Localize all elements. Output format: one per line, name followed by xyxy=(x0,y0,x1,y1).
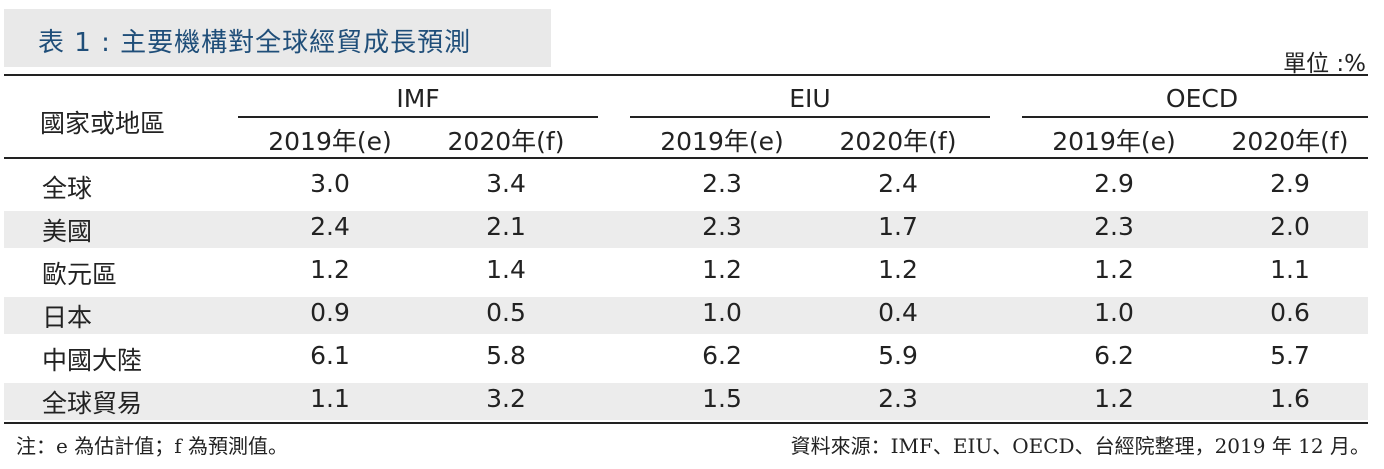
table-cell: 3.4 xyxy=(486,169,526,198)
row-label: 全球 xyxy=(42,174,93,203)
subcol-header: 2020年(f) xyxy=(1231,127,1349,156)
table-cell: 1.4 xyxy=(486,255,526,284)
table-title: 表 1 : 主要機構對全球經貿成長預測 xyxy=(38,28,472,58)
row-header-label: 國家或地區 xyxy=(40,109,166,138)
title-box xyxy=(4,9,551,67)
source-note: 資料來源：IMF、EIU、OECD、台經院整理，2019 年 12 月。 xyxy=(790,434,1370,458)
subcol-header: 2020年(f) xyxy=(839,127,957,156)
table-cell: 2.4 xyxy=(878,169,918,198)
table-cell: 2.9 xyxy=(1270,169,1310,198)
table-cell: 1.1 xyxy=(1270,255,1310,284)
table-cell: 2.9 xyxy=(1094,169,1134,198)
group-header-oecd: OECD xyxy=(1165,84,1239,113)
table-cell: 5.8 xyxy=(486,341,526,370)
table-cell: 0.5 xyxy=(486,298,526,327)
table-cell: 1.0 xyxy=(1094,298,1134,327)
table-cell: 1.2 xyxy=(702,255,742,284)
table-cell: 1.2 xyxy=(310,255,350,284)
table-cell: 0.9 xyxy=(310,298,350,327)
table-cell: 1.0 xyxy=(702,298,742,327)
subcol-header: 2019年(e) xyxy=(660,127,784,156)
table-cell: 1.2 xyxy=(878,255,918,284)
group-underline-imf xyxy=(238,116,598,118)
table-cell: 1.2 xyxy=(1094,384,1134,413)
row-band xyxy=(4,297,1368,334)
table-cell: 1.1 xyxy=(310,384,350,413)
table-cell: 1.5 xyxy=(702,384,742,413)
table-cell: 2.0 xyxy=(1270,212,1310,241)
group-underline-oecd xyxy=(1022,116,1368,118)
row-label: 日本 xyxy=(42,303,93,332)
table-cell: 1.6 xyxy=(1270,384,1310,413)
table-cell: 6.2 xyxy=(1094,341,1134,370)
table-cell: 2.1 xyxy=(486,212,526,241)
group-header-eiu: EIU xyxy=(789,84,831,113)
table-cell: 1.2 xyxy=(1094,255,1134,284)
subcol-header: 2020年(f) xyxy=(447,127,565,156)
row-band xyxy=(4,383,1368,420)
table-cell: 0.6 xyxy=(1270,298,1310,327)
top-rule xyxy=(4,74,1368,76)
unit-label: 單位 :% xyxy=(1283,51,1366,77)
table-cell: 6.2 xyxy=(702,341,742,370)
table-cell: 2.3 xyxy=(702,169,742,198)
table-cell: 0.4 xyxy=(878,298,918,327)
group-header-imf: IMF xyxy=(396,84,440,113)
group-underline-eiu xyxy=(630,116,990,118)
row-label: 全球貿易 xyxy=(42,389,143,418)
row-label: 歐元區 xyxy=(42,260,118,289)
table-cell: 1.7 xyxy=(878,212,918,241)
subcol-header: 2019年(e) xyxy=(1052,127,1176,156)
table-cell: 2.3 xyxy=(878,384,918,413)
header-rule xyxy=(4,157,1368,159)
row-band xyxy=(4,211,1368,248)
bottom-rule xyxy=(4,422,1368,424)
table-cell: 2.3 xyxy=(1094,212,1134,241)
table-cell: 2.3 xyxy=(702,212,742,241)
table-cell: 5.7 xyxy=(1270,341,1310,370)
table-cell: 6.1 xyxy=(310,341,350,370)
table-cell: 2.4 xyxy=(310,212,350,241)
row-label: 中國大陸 xyxy=(42,346,143,375)
footnote: 注：e 為估計值；f 為預測值。 xyxy=(16,434,288,458)
table-cell: 3.2 xyxy=(486,384,526,413)
row-label: 美國 xyxy=(42,217,93,246)
table-cell: 3.0 xyxy=(310,169,350,198)
table-cell: 5.9 xyxy=(878,341,918,370)
subcol-header: 2019年(e) xyxy=(268,127,392,156)
